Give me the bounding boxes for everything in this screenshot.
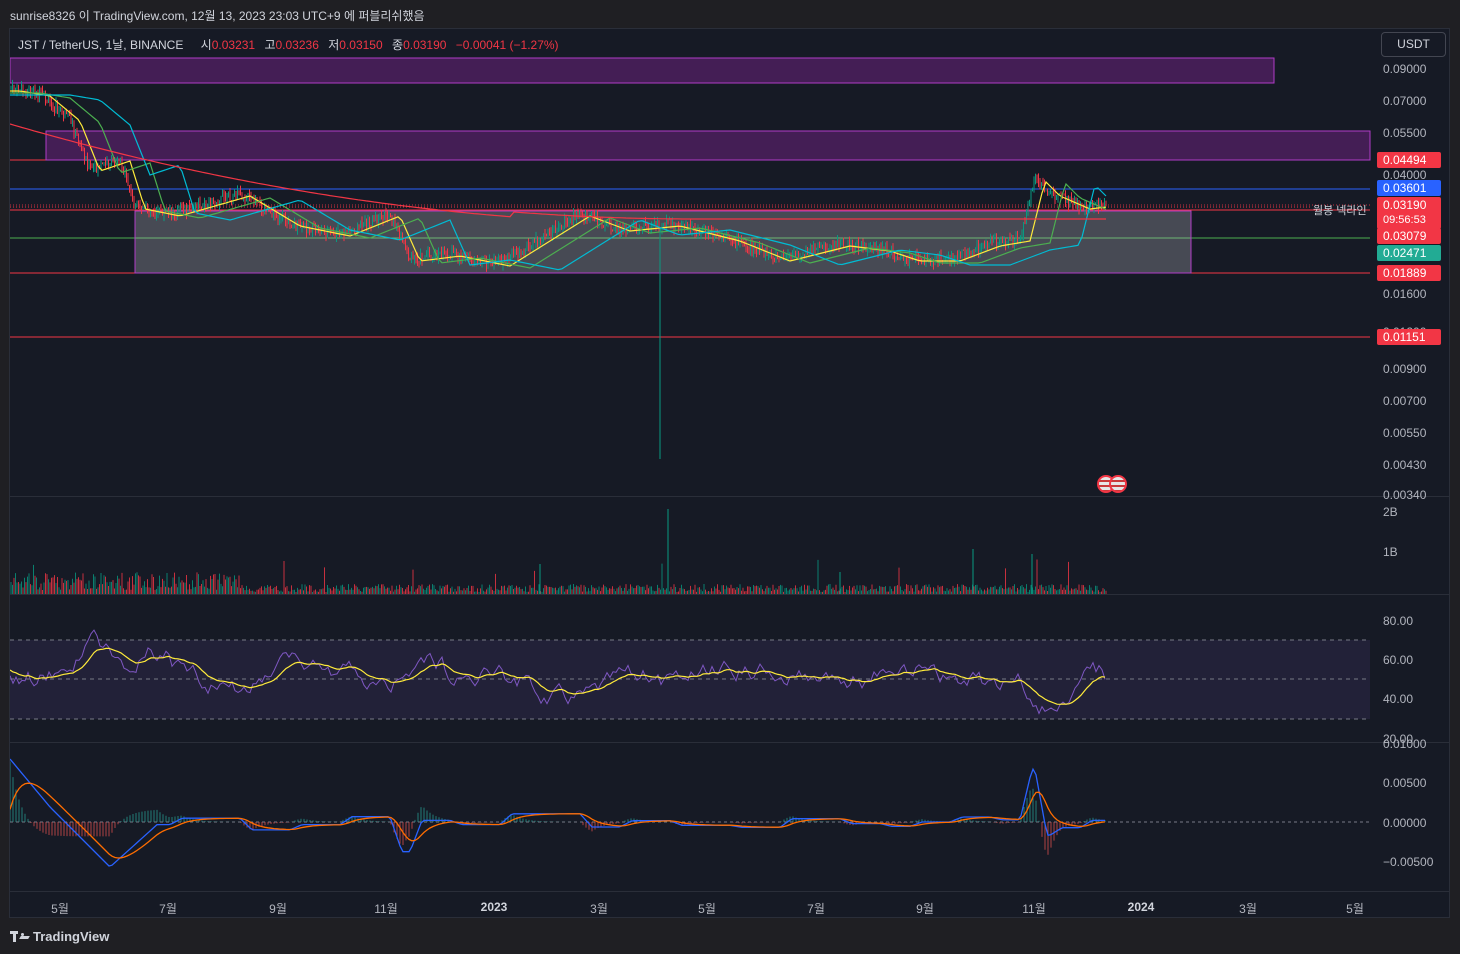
chart-frame[interactable]: JST / TetherUS, 1날, BINANCE 시0.03231 고0.… [9,28,1450,918]
time-axis-label: 5월 [698,902,716,916]
macd-line [10,758,1105,867]
rsi-group [10,629,1370,720]
low-value: 0.03150 [339,38,383,52]
current-price: 0.03190 [1383,198,1427,212]
price-axis-label: 0.00900 [1383,362,1427,376]
close-label: 종 [392,38,404,52]
time-axis-label: 9월 [916,902,934,916]
open-label: 시 [200,38,212,52]
volume-group [10,509,1107,594]
time-axis-label: 9월 [269,902,287,916]
symbol-name[interactable]: JST / TetherUS, 1날, BINANCE [18,38,184,52]
time-axis-label: 3월 [1239,902,1257,916]
moving-average-line [10,123,1106,220]
zone-upper [45,130,1371,161]
tradingview-branding[interactable]: TradingView [10,929,109,944]
macd-group [10,758,1370,867]
price-axis-label: 0.04000 [1383,168,1427,182]
price-tag-resistance: 0.04494 [1377,152,1441,168]
price-axis-label: 0.00340 [1383,488,1427,502]
price-axis-label: 0.00430 [1383,458,1427,472]
rsi-axis-label: 60.00 [1383,653,1414,667]
volume-axis-label: 2B [1383,505,1398,519]
macd-axis-label: −0.00500 [1383,855,1434,869]
time-axis-label: 2024 [1127,900,1155,914]
price-axis-label: 0.01600 [1383,287,1427,301]
close-value: 0.03190 [403,38,447,52]
publish-bar: sunrise8326 이 TradingView.com, 12월 13, 2… [0,0,1460,28]
rsi-axis-label: 40.00 [1383,692,1414,706]
time-axis-label: 7월 [159,902,177,916]
macd-axis-label: 0.00000 [1383,816,1427,830]
symbol-legend[interactable]: JST / TetherUS, 1날, BINANCE 시0.03231 고0.… [18,36,559,53]
high-value: 0.03236 [275,38,319,52]
low-label: 저 [328,38,340,52]
tradingview-logo-icon [10,931,30,942]
change-value: −0.00041 (−1.27%) [455,38,559,52]
open-value: 0.03231 [211,38,256,52]
time-axis-label: 7월 [807,902,825,916]
rsi-line [10,629,1106,715]
moving-average-line [10,90,1107,267]
pane-separator[interactable] [10,742,1449,743]
zone-range-box [134,210,1192,274]
zone-top [10,57,1275,84]
chart-canvas[interactable] [10,29,1450,918]
time-axis[interactable]: 5월 7월 9월 11월 2023 3월 5월 7월 9월 11월 2024 3월 5월 [10,891,1449,917]
price-axis-label: 0.00550 [1383,426,1427,440]
rsi-axis-label: 20.00 [1383,732,1414,746]
moving-average-line [10,94,1107,271]
time-axis-label: 11월 [1022,902,1046,916]
price-tag-green-line: 0.02471 [1377,245,1441,261]
signal-line [10,782,1106,859]
rsi-axis-label: 80.00 [1383,614,1414,628]
publish-note: sunrise8326 이 TradingView.com, 12월 13, 2… [10,9,425,23]
us-flag-icon[interactable] [1109,475,1127,493]
moving-average-line [10,92,1107,269]
pane-separator[interactable] [10,594,1449,595]
footer-brand: TradingView [33,929,110,944]
currency-button[interactable]: USDT [1381,32,1446,57]
price-axis-label: 0.07000 [1383,94,1427,108]
time-axis-label: 5월 [1346,902,1364,916]
time-axis-label: 2023 [480,900,508,914]
time-axis-label: 3월 [590,902,608,916]
economic-events[interactable] [1097,475,1131,495]
moving-averages-group [10,90,1107,271]
pane-separator[interactable] [10,496,1449,497]
rsi-ma-line [10,647,1106,705]
macd-axis-label: 0.01000 [1383,737,1427,751]
time-axis-label: 11월 [374,902,398,916]
price-tag-low: 0.01151 [1377,329,1441,345]
high-label: 고 [264,38,276,52]
price-tag-range-low: 0.01889 [1377,265,1441,281]
neckline-label: 월봉 넥라인 [1313,205,1367,217]
time-axis-label: 5월 [51,902,69,916]
price-axis-label: 0.05500 [1383,126,1427,140]
volume-axis-label: 1B [1383,545,1398,559]
price-tag-support: 0.03079 [1377,228,1441,244]
price-axis-label: 0.09000 [1383,62,1427,76]
bar-countdown: 09:56:53 [1383,214,1426,226]
price-axis-label: 0.00700 [1383,394,1427,408]
macd-axis-label: 0.00500 [1383,776,1427,790]
price-tag-current: 0.03190 09:56:53 [1377,197,1441,229]
price-tag-blue-line: 0.03601 [1377,180,1441,196]
